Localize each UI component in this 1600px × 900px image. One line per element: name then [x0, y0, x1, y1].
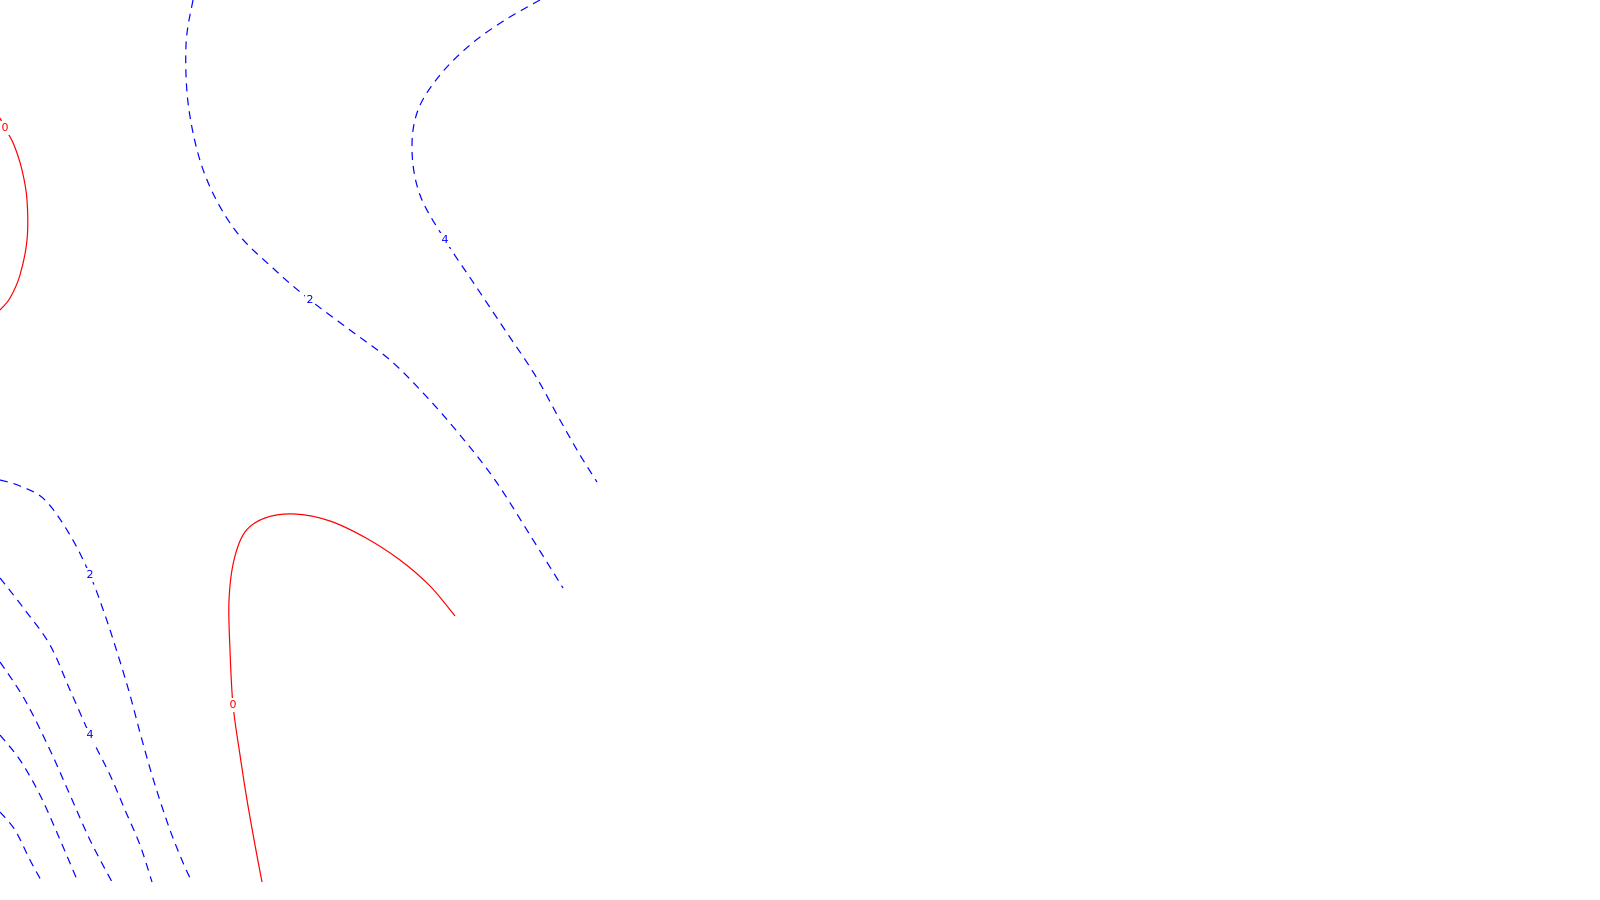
contour-label-background: [0, 121, 10, 135]
contour-label-4: 4: [442, 233, 449, 246]
contour-label-0: 0: [2, 121, 9, 134]
contour-label-background: [85, 728, 95, 742]
contour-label-2: 2: [307, 293, 314, 306]
contour-line-level-4-1: [0, 577, 153, 883]
contour-label-0: 0: [230, 698, 237, 711]
contour-lines-group: [0, 0, 598, 883]
contour-line-level-0-1: [228, 513, 456, 883]
contour-labels-group: 0 0 2 2 4 4: [0, 121, 450, 742]
contour-label-background: [440, 233, 450, 247]
contour-line-level-2-1: [0, 479, 193, 883]
contour-line-level-4-0: [411, 0, 598, 483]
contour-label-2: 2: [87, 568, 94, 581]
contour-line-level-unlabeled-2: [0, 811, 43, 883]
contour-line-level-2-0: [185, 0, 564, 589]
contour-label-background: [85, 568, 95, 582]
contour-label-4: 4: [87, 728, 94, 741]
contour-line-level-unlabeled-1: [0, 734, 79, 883]
contour-label-background: [305, 293, 315, 307]
contour-label-background: [228, 698, 238, 712]
contour-line-level-unlabeled-0: [0, 661, 113, 883]
contour-line-level-0-0: [0, 117, 29, 311]
